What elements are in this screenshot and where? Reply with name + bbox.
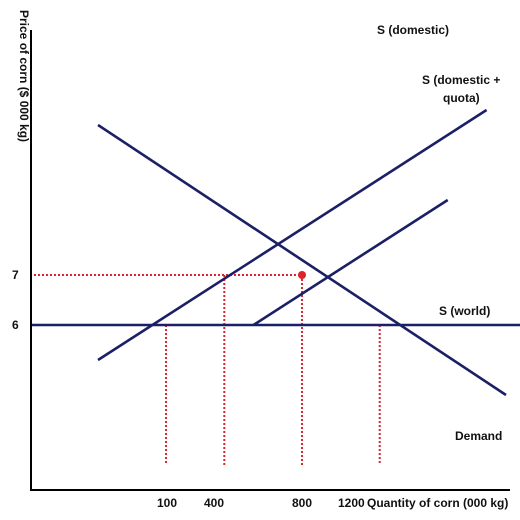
equilibrium-point (298, 271, 306, 279)
guide-lines (30, 274, 381, 465)
s-quota-line (252, 198, 449, 327)
demand-label: Demand (455, 429, 502, 443)
s-quota-label: S (domestic + quota) (422, 73, 504, 105)
x-axis-label: Quantity of corn (000 kg) (367, 496, 508, 510)
y-axis-label: Price of corn ($ 000 kg) (17, 10, 31, 142)
x-tick-label-400: 400 (204, 496, 224, 510)
x-tick-label-1200: 1200 (338, 496, 365, 510)
demand-line (97, 123, 507, 397)
s-domestic-line (97, 108, 488, 362)
x-tick-label-100: 100 (157, 496, 177, 510)
y-tick-label-6: 6 (12, 318, 19, 332)
curves (30, 108, 520, 397)
y-tick-label-7: 7 (12, 268, 19, 282)
s-domestic-label: S (domestic) (377, 23, 449, 37)
x-tick-label-800: 800 (292, 496, 312, 510)
s-world-label: S (world) (439, 304, 490, 318)
